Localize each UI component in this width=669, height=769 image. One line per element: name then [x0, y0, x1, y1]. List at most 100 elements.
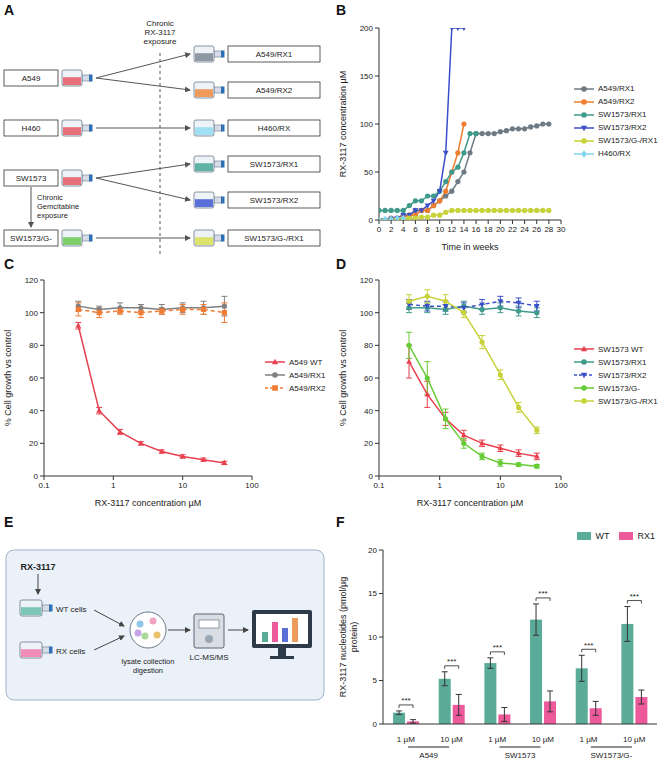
svg-text:60: 60 — [29, 374, 38, 383]
svg-text:24: 24 — [520, 225, 529, 234]
svg-text:H460: H460 — [21, 124, 41, 133]
svg-text:20: 20 — [29, 439, 38, 448]
svg-text:14: 14 — [459, 225, 468, 234]
svg-text:***: *** — [584, 641, 593, 650]
svg-text:150: 150 — [360, 72, 374, 81]
svg-text:4: 4 — [401, 225, 406, 234]
html-text:C: C — [4, 256, 15, 272]
svg-text:RX-3117: RX-3117 — [145, 28, 177, 37]
html-text:A: A — [4, 2, 15, 18]
svg-text:200: 200 — [360, 24, 374, 33]
svg-text:50: 50 — [364, 168, 373, 177]
svg-text:SW1573/G-: SW1573/G- — [10, 234, 52, 243]
svg-text:10 µM: 10 µM — [440, 735, 463, 744]
svg-text:Chronic: Chronic — [37, 193, 63, 202]
svg-text:1 µM: 1 µM — [397, 735, 415, 744]
svg-text:exposure: exposure — [144, 37, 177, 46]
svg-text:100: 100 — [554, 481, 568, 490]
svg-text:40: 40 — [29, 407, 38, 416]
svg-text:Gemcitabine: Gemcitabine — [37, 202, 79, 211]
svg-text:1: 1 — [111, 481, 116, 490]
html-text:A549 WT: A549 WT — [289, 357, 323, 367]
svg-text:SW1573/RX2: SW1573/RX2 — [250, 196, 299, 205]
svg-text:100: 100 — [25, 309, 39, 318]
svg-text:8: 8 — [425, 225, 430, 234]
svg-text:20: 20 — [368, 546, 377, 555]
svg-text:H460/RX: H460/RX — [258, 124, 291, 133]
svg-text:100: 100 — [245, 481, 259, 490]
svg-text:120: 120 — [25, 276, 39, 285]
svg-text:RX-3117 concentration µM: RX-3117 concentration µM — [95, 498, 202, 508]
svg-text:80: 80 — [364, 341, 373, 350]
svg-text:0: 0 — [34, 472, 39, 481]
svg-text:26: 26 — [532, 225, 541, 234]
svg-text:60: 60 — [364, 374, 373, 383]
svg-text:80: 80 — [29, 341, 38, 350]
svg-text:SW1573: SW1573 — [16, 174, 47, 183]
svg-text:15: 15 — [368, 589, 377, 598]
svg-text:10: 10 — [496, 481, 505, 490]
svg-text:2: 2 — [389, 225, 394, 234]
svg-text:16: 16 — [472, 225, 481, 234]
svg-text:lysate collection: lysate collection — [122, 657, 175, 666]
html-text:A549/RX1: A549/RX1 — [289, 370, 326, 380]
svg-text:22: 22 — [508, 225, 517, 234]
svg-text:10 µM: 10 µM — [532, 735, 555, 744]
svg-text:120: 120 — [360, 276, 374, 285]
svg-text:digestion: digestion — [133, 666, 163, 675]
svg-text:10: 10 — [178, 481, 187, 490]
svg-text:Chronic: Chronic — [146, 19, 174, 28]
svg-text:RX-3117 concentration µM: RX-3117 concentration µM — [417, 498, 524, 508]
svg-text:100: 100 — [360, 309, 374, 318]
svg-text:Time in weeks: Time in weeks — [441, 242, 499, 252]
svg-text:18: 18 — [484, 225, 493, 234]
svg-text:10: 10 — [435, 225, 444, 234]
svg-text:0: 0 — [369, 216, 374, 225]
svg-text:A549: A549 — [22, 74, 41, 83]
svg-text:1: 1 — [437, 481, 442, 490]
svg-text:30: 30 — [557, 225, 566, 234]
html-text:B: B — [336, 2, 347, 18]
svg-text:***: *** — [493, 643, 502, 652]
svg-text:20: 20 — [364, 439, 373, 448]
svg-text:% Cell growth vs control: % Cell growth vs control — [338, 330, 348, 427]
svg-text:0.1: 0.1 — [38, 481, 50, 490]
svg-text:A549/RX1: A549/RX1 — [256, 50, 293, 59]
svg-text:28: 28 — [544, 225, 553, 234]
svg-text:0: 0 — [373, 720, 378, 729]
svg-text:100: 100 — [360, 120, 374, 129]
svg-text:12: 12 — [447, 225, 456, 234]
html-text:D: D — [336, 256, 347, 272]
svg-text:% Cell growth vs control: % Cell growth vs control — [3, 330, 13, 427]
svg-text:0: 0 — [377, 225, 382, 234]
svg-text:5: 5 — [373, 676, 378, 685]
svg-text:0.1: 0.1 — [373, 481, 385, 490]
svg-text:0: 0 — [369, 472, 374, 481]
svg-text:A549/RX2: A549/RX2 — [256, 86, 293, 95]
svg-text:RX cells: RX cells — [56, 647, 85, 656]
svg-text:***: *** — [447, 657, 456, 666]
svg-text:WT cells: WT cells — [56, 605, 87, 614]
svg-text:10: 10 — [368, 633, 377, 642]
svg-text:A549: A549 — [419, 751, 438, 760]
html-text:SW1573 WT: SW1573 WT — [598, 344, 644, 354]
svg-text:RX-3117 concentration µM: RX-3117 concentration µM — [338, 71, 348, 178]
svg-text:RX-3117 nucleotides (pmol/µgpr: RX-3117 nucleotides (pmol/µgprotein) — [338, 577, 358, 698]
svg-text:1 µM: 1 µM — [488, 735, 506, 744]
html-text:A549/RX2: A549/RX2 — [289, 383, 326, 393]
svg-text:40: 40 — [364, 407, 373, 416]
svg-text:SW1573: SW1573 — [505, 751, 536, 760]
svg-text:20: 20 — [496, 225, 505, 234]
svg-text:6: 6 — [413, 225, 418, 234]
svg-text:SW1573/G-/RX1: SW1573/G-/RX1 — [244, 234, 304, 243]
svg-text:1 µM: 1 µM — [580, 735, 598, 744]
svg-text:***: *** — [538, 589, 547, 598]
svg-text:***: *** — [630, 592, 639, 601]
svg-text:***: *** — [401, 696, 410, 705]
svg-text:exposure: exposure — [37, 211, 68, 220]
svg-text:LC-MS/MS: LC-MS/MS — [189, 653, 228, 662]
svg-text:RX-3117: RX-3117 — [20, 562, 55, 572]
svg-text:SW1573/RX1: SW1573/RX1 — [250, 160, 299, 169]
svg-text:SW1573/G-: SW1573/G- — [590, 751, 632, 760]
svg-text:10 µM: 10 µM — [623, 735, 646, 744]
